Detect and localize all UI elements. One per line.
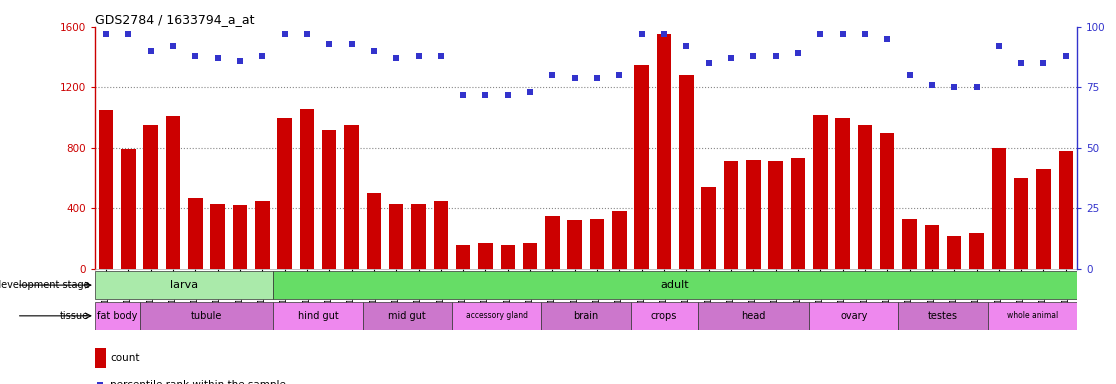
Bar <box>747 160 761 269</box>
Bar <box>95 271 273 299</box>
Bar <box>969 233 984 269</box>
Bar <box>140 302 273 329</box>
Text: count: count <box>110 353 140 363</box>
Bar <box>273 271 1077 299</box>
Bar <box>273 302 363 329</box>
Bar <box>790 159 805 269</box>
Bar <box>991 148 1006 269</box>
Bar <box>723 161 739 269</box>
Bar <box>433 201 449 269</box>
Bar <box>1013 178 1029 269</box>
Bar <box>122 149 136 269</box>
Bar <box>254 201 270 269</box>
Bar <box>366 193 381 269</box>
Bar <box>187 198 203 269</box>
Text: tissue: tissue <box>60 311 89 321</box>
Bar <box>541 302 631 329</box>
Text: hind gut: hind gut <box>298 311 338 321</box>
Bar <box>389 204 404 269</box>
Bar <box>857 125 872 269</box>
Bar <box>634 65 648 269</box>
Bar <box>946 235 961 269</box>
Bar <box>812 114 828 269</box>
Bar <box>924 225 939 269</box>
Bar <box>501 245 514 269</box>
Bar <box>478 243 493 269</box>
Text: testes: testes <box>929 311 958 321</box>
Bar <box>323 130 337 269</box>
Bar <box>701 187 715 269</box>
Bar <box>411 204 425 269</box>
Bar <box>452 302 541 329</box>
Text: tubule: tubule <box>191 311 222 321</box>
Bar <box>631 302 698 329</box>
Bar <box>879 133 894 269</box>
Bar <box>698 302 809 329</box>
Bar <box>988 302 1077 329</box>
Text: adult: adult <box>661 280 690 290</box>
Bar <box>1058 151 1074 269</box>
Bar <box>567 220 583 269</box>
Text: mid gut: mid gut <box>388 311 426 321</box>
Text: whole animal: whole animal <box>1007 311 1058 320</box>
Bar <box>278 118 292 269</box>
Bar <box>546 216 559 269</box>
Bar <box>679 75 693 269</box>
Bar <box>902 219 916 269</box>
Bar <box>233 205 248 269</box>
Bar <box>210 204 225 269</box>
Bar <box>95 348 106 368</box>
Bar <box>590 219 605 269</box>
Bar <box>809 302 898 329</box>
Text: fat body: fat body <box>97 311 137 321</box>
Bar <box>612 211 626 269</box>
Bar <box>299 109 315 269</box>
Text: percentile rank within the sample: percentile rank within the sample <box>110 380 287 384</box>
Text: accessory gland: accessory gland <box>465 311 528 320</box>
Bar <box>165 116 181 269</box>
Text: ovary: ovary <box>840 311 867 321</box>
Bar <box>456 245 471 269</box>
Bar <box>345 125 359 269</box>
Bar <box>768 161 782 269</box>
Bar <box>656 35 671 269</box>
Text: GDS2784 / 1633794_a_at: GDS2784 / 1633794_a_at <box>95 13 254 26</box>
Bar <box>522 243 537 269</box>
Bar <box>1036 169 1050 269</box>
Bar <box>898 302 988 329</box>
Text: development stage: development stage <box>0 280 89 290</box>
Bar <box>143 125 158 269</box>
Text: brain: brain <box>574 311 598 321</box>
Text: larva: larva <box>170 280 199 290</box>
Text: head: head <box>741 311 766 321</box>
Bar <box>363 302 452 329</box>
Bar <box>99 110 114 269</box>
Text: crops: crops <box>651 311 677 321</box>
Bar <box>835 118 849 269</box>
Bar <box>95 302 140 329</box>
